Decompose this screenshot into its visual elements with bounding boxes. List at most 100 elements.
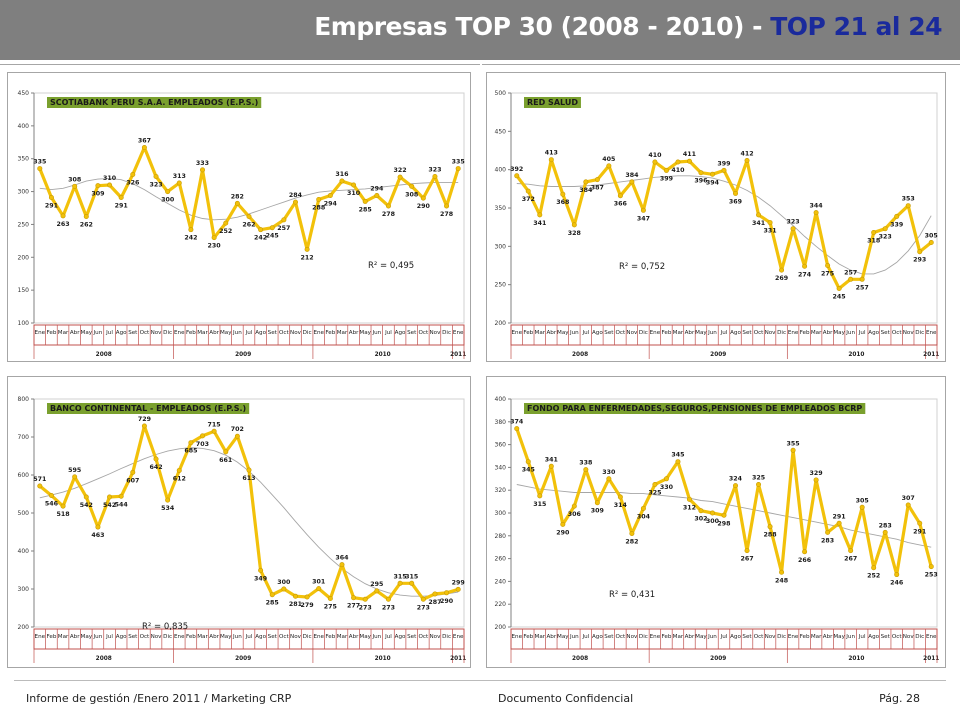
data-label: 330 — [602, 469, 616, 476]
data-label: 612 — [173, 475, 186, 482]
data-point — [107, 182, 113, 188]
data-label: 661 — [219, 457, 232, 464]
data-label: 396 — [694, 178, 708, 185]
month-label: Jun — [371, 330, 381, 336]
data-label: 284 — [289, 192, 303, 199]
month-label: Feb — [46, 330, 56, 336]
data-point — [836, 520, 842, 526]
data-label: 399 — [660, 175, 673, 182]
month-label: Abr — [546, 330, 556, 336]
data-label: 685 — [184, 448, 197, 455]
footer-right: Pág. 28 — [879, 692, 920, 705]
data-point — [118, 493, 124, 499]
month-label: May — [557, 330, 569, 336]
y-tick-label: 240 — [495, 578, 507, 585]
data-point — [894, 213, 900, 219]
chart-title-box — [47, 97, 262, 108]
month-axis — [510, 324, 938, 346]
month-label: Mar — [535, 634, 546, 640]
data-point — [234, 200, 240, 206]
data-point — [200, 433, 206, 439]
data-label: 534 — [161, 505, 175, 512]
data-point — [60, 503, 66, 509]
data-point — [409, 580, 415, 586]
month-label: Dic — [303, 330, 312, 336]
data-label: 306 — [568, 511, 582, 518]
data-label: 318 — [867, 238, 880, 245]
data-label: 308 — [68, 176, 81, 183]
data-label: 266 — [798, 557, 812, 564]
data-label: 273 — [417, 604, 430, 611]
month-label: Ene — [174, 330, 185, 336]
year-label: 2008 — [96, 352, 112, 358]
page-title: Empresas TOP 30 (2008 - 2010) - TOP 21 a… — [314, 12, 942, 41]
data-point — [905, 203, 911, 209]
month-label: Oct — [892, 330, 902, 336]
chart-title-box — [47, 403, 250, 414]
data-point — [455, 586, 461, 592]
y-tick-label: 280 — [495, 533, 507, 540]
month-label: Ago — [395, 330, 406, 336]
data-point — [525, 188, 531, 194]
data-label: 330 — [660, 484, 674, 491]
data-label: 293 — [913, 257, 926, 264]
month-label: Dic — [303, 634, 312, 640]
data-label: 345 — [522, 467, 535, 474]
footer-divider — [14, 680, 946, 681]
data-point — [444, 590, 450, 596]
month-label: Feb — [186, 634, 196, 640]
month-label: Ene — [174, 634, 185, 640]
r2-label: R² = 0,752 — [619, 262, 665, 272]
data-point — [246, 467, 252, 473]
data-point — [165, 497, 171, 503]
month-label: Oct — [754, 330, 764, 336]
data-label: 323 — [879, 234, 892, 241]
data-point — [652, 482, 658, 488]
data-label: 364 — [335, 555, 349, 562]
data-label: 328 — [568, 230, 581, 237]
data-point — [917, 249, 923, 255]
y-tick-label: 200 — [18, 254, 30, 261]
data-label: 344 — [810, 203, 824, 210]
year-label: 2010 — [375, 656, 391, 662]
data-label: 252 — [219, 228, 232, 235]
month-label: Ago — [868, 634, 879, 640]
data-label: 308 — [405, 191, 418, 198]
month-label: Jul — [581, 330, 589, 336]
data-label: 277 — [347, 603, 360, 610]
plot-area — [33, 92, 465, 324]
data-point — [258, 567, 264, 573]
data-label: 291 — [833, 513, 846, 520]
month-label: Feb — [661, 634, 671, 640]
data-point — [141, 423, 147, 429]
month-label: Ene — [788, 634, 799, 640]
data-point — [560, 191, 566, 197]
data-point — [859, 276, 865, 282]
data-point — [825, 263, 831, 269]
data-point — [200, 167, 206, 173]
data-label: 546 — [45, 501, 59, 508]
data-point — [48, 493, 54, 499]
data-point — [629, 531, 635, 537]
data-point — [767, 524, 773, 530]
month-label: Jun — [232, 330, 242, 336]
data-point — [374, 193, 380, 199]
data-point — [686, 496, 692, 502]
data-label: 607 — [126, 477, 139, 484]
month-label: Nov — [903, 634, 915, 640]
data-label: 325 — [752, 475, 765, 482]
month-label: Jul — [245, 330, 253, 336]
month-label: Ene — [650, 634, 661, 640]
month-label: Set — [268, 330, 278, 336]
data-point — [514, 426, 520, 432]
data-label: 278 — [382, 211, 395, 218]
data-point — [420, 195, 426, 201]
data-point — [848, 276, 854, 282]
year-label: 2011 — [450, 352, 466, 358]
month-axis — [33, 628, 465, 650]
data-point — [744, 157, 750, 163]
data-point — [744, 548, 750, 554]
chart-title: RED SALUD — [527, 98, 578, 107]
data-label: 729 — [138, 416, 151, 423]
data-label: 282 — [625, 539, 638, 546]
